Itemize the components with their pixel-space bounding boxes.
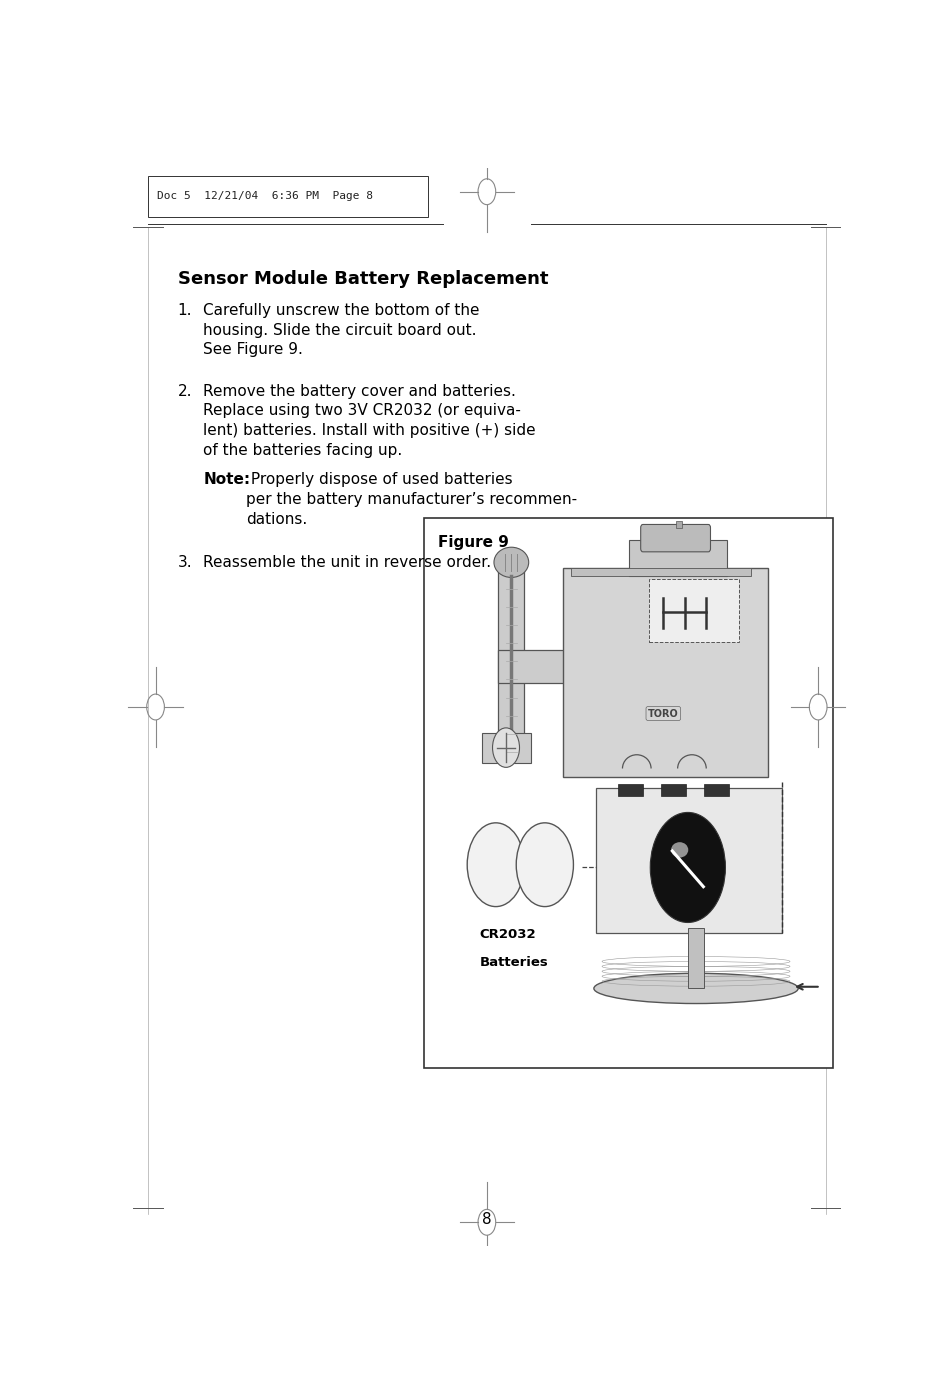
Text: 2.: 2. (178, 384, 192, 399)
Bar (571, 568, 751, 575)
Text: CR2032: CR2032 (480, 928, 536, 941)
Bar (482, 732, 530, 763)
Ellipse shape (494, 547, 529, 577)
Text: Carefully unscrew the bottom of the
housing. Slide the circuit board out.
See Fi: Carefully unscrew the bottom of the hous… (203, 302, 480, 357)
Ellipse shape (594, 973, 798, 1004)
Text: TORO: TORO (648, 708, 678, 718)
Text: +: + (490, 858, 502, 872)
Circle shape (467, 823, 524, 907)
Circle shape (492, 728, 520, 767)
Circle shape (516, 823, 574, 907)
Circle shape (650, 812, 726, 923)
Text: Reassemble the unit in reverse order.: Reassemble the unit in reverse order. (203, 554, 491, 570)
Text: CR2032: CR2032 (496, 883, 513, 893)
Bar (148, 175, 428, 217)
Bar (661, 784, 686, 797)
Bar (425, 518, 833, 1068)
Bar (649, 578, 739, 643)
Text: Doc 5  12/21/04  6:36 PM  Page 8: Doc 5 12/21/04 6:36 PM Page 8 (157, 190, 373, 202)
Bar (498, 650, 604, 683)
Text: 1.: 1. (178, 302, 192, 318)
Text: +: + (539, 858, 551, 872)
Bar (563, 568, 768, 777)
Bar (629, 540, 727, 575)
Text: Battery: Battery (536, 836, 554, 841)
Text: Batteries: Batteries (480, 956, 548, 969)
Text: 8: 8 (482, 1211, 492, 1226)
FancyBboxPatch shape (640, 525, 711, 552)
Bar (675, 521, 682, 528)
Bar (688, 928, 704, 988)
Bar (618, 784, 643, 797)
Text: Battery: Battery (486, 836, 505, 841)
Bar (596, 788, 782, 934)
Text: Remove the battery cover and batteries.
Replace using two 3V CR2032 (or equiva-
: Remove the battery cover and batteries. … (203, 384, 536, 458)
Text: CR2032: CR2032 (522, 834, 537, 850)
Text: Figure 9: Figure 9 (438, 535, 508, 550)
Text: 3.: 3. (178, 554, 192, 570)
Text: Properly dispose of used batteries
per the battery manufacturer’s recommen-
dati: Properly dispose of used batteries per t… (246, 472, 578, 526)
Ellipse shape (671, 843, 688, 858)
Text: Lithium: Lithium (473, 834, 487, 848)
Text: Note:: Note: (203, 472, 251, 487)
Bar (704, 784, 729, 797)
Text: Sensor Module Battery Replacement: Sensor Module Battery Replacement (178, 270, 548, 288)
Bar (498, 568, 524, 760)
